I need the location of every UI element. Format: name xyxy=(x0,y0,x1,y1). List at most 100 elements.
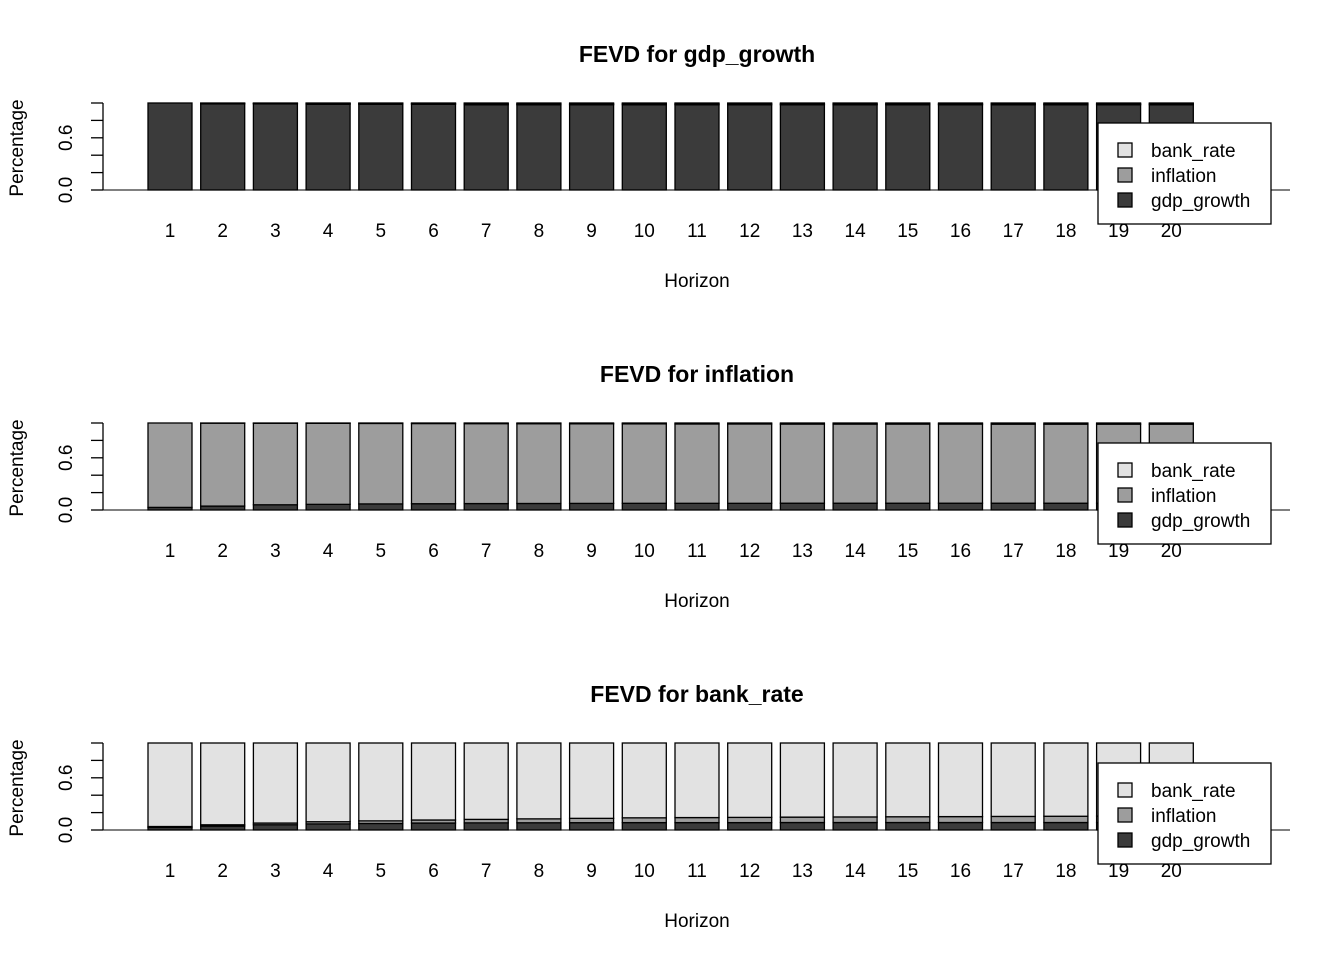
bar-bank_rate-8 xyxy=(516,422,562,425)
bar-gdp_growth-10 xyxy=(621,821,667,831)
bar-gdp_growth-5 xyxy=(358,503,404,511)
bar-inflation-9 xyxy=(568,423,615,505)
bar-bank_rate-5 xyxy=(358,742,404,822)
x-tick-label: 9 xyxy=(586,541,597,562)
y-tick-label: 0.6 xyxy=(56,445,77,471)
x-tick-label: 5 xyxy=(376,221,387,242)
bar-inflation-16 xyxy=(937,815,984,824)
bar-gdp_growth-3 xyxy=(252,824,299,831)
bar-inflation-13 xyxy=(779,423,826,504)
bar-bank_rate-19 xyxy=(1095,102,1142,105)
bar-gdp_growth-6 xyxy=(410,503,457,511)
chart-title: FEVD for gdp_growth xyxy=(579,41,815,67)
x-tick-label: 8 xyxy=(534,861,545,882)
y-axis-label: Percentage xyxy=(7,419,28,516)
y-axis-label: Percentage xyxy=(7,99,28,196)
chart-title: FEVD for inflation xyxy=(600,361,794,387)
bar-bank_rate-11 xyxy=(674,742,720,819)
x-tick-label: 16 xyxy=(950,541,971,562)
legend-swatch-bank_rate xyxy=(1117,782,1133,798)
bar-gdp_growth-12 xyxy=(727,821,773,831)
bar-inflation-7 xyxy=(463,422,509,505)
legend-swatch-inflation xyxy=(1117,487,1133,503)
legend-swatch-gdp_growth xyxy=(1117,192,1133,208)
x-tick-label: 8 xyxy=(534,541,545,562)
x-tick-label: 19 xyxy=(1108,221,1129,242)
x-tick-label: 14 xyxy=(845,541,867,562)
bar-bank_rate-10 xyxy=(621,102,667,105)
bar-bank_rate-15 xyxy=(885,742,931,818)
bar-inflation-1 xyxy=(147,422,193,509)
bar-bank_rate-8 xyxy=(516,742,562,820)
x-tick-label: 5 xyxy=(376,541,387,562)
x-tick-label: 6 xyxy=(428,541,439,562)
bar-bank_rate-14 xyxy=(832,742,878,818)
x-tick-label: 5 xyxy=(376,861,387,882)
bar-bank_rate-9 xyxy=(568,742,615,819)
x-tick-label: 8 xyxy=(534,221,545,242)
bar-gdp_growth-4 xyxy=(305,103,351,191)
bar-bank_rate-13 xyxy=(779,422,826,425)
x-axis-label: Horizon xyxy=(664,911,729,932)
x-tick-label: 17 xyxy=(1003,861,1024,882)
x-tick-label: 15 xyxy=(897,861,918,882)
bar-inflation-12 xyxy=(727,816,773,824)
x-tick-label: 4 xyxy=(323,221,334,242)
bar-gdp_growth-11 xyxy=(674,502,720,511)
x-tick-label: 3 xyxy=(270,541,281,562)
bar-bank_rate-10 xyxy=(621,422,667,425)
bar-gdp_growth-7 xyxy=(463,104,509,191)
bar-bank_rate-8 xyxy=(516,102,562,105)
bar-bank_rate-20 xyxy=(1148,102,1194,105)
bar-inflation-4 xyxy=(305,422,351,505)
bar-gdp_growth-18 xyxy=(1043,502,1089,511)
bar-bank_rate-18 xyxy=(1043,422,1089,425)
bar-bank_rate-17 xyxy=(990,422,1036,425)
bar-gdp_growth-5 xyxy=(358,822,404,831)
x-tick-label: 7 xyxy=(481,861,492,882)
legend: bank_rate inflation gdp_growth xyxy=(1097,762,1272,865)
bar-bank_rate-11 xyxy=(674,422,720,425)
bar-gdp_growth-11 xyxy=(674,104,720,191)
bar-gdp_growth-13 xyxy=(779,821,826,831)
bar-gdp_growth-17 xyxy=(990,104,1036,191)
bar-gdp_growth-7 xyxy=(463,502,509,511)
bar-gdp_growth-9 xyxy=(568,502,615,511)
legend: bank_rate inflation gdp_growth xyxy=(1097,442,1272,545)
x-tick-label: 13 xyxy=(792,541,813,562)
x-tick-label: 17 xyxy=(1003,221,1024,242)
x-tick-label: 2 xyxy=(217,221,228,242)
bar-gdp_growth-18 xyxy=(1043,104,1089,191)
legend-label-bank_rate: bank_rate xyxy=(1151,141,1236,162)
bar-bank_rate-20 xyxy=(1148,422,1194,425)
x-tick-label: 20 xyxy=(1161,861,1182,882)
x-tick-label: 18 xyxy=(1055,541,1076,562)
legend: bank_rate inflation gdp_growth xyxy=(1097,122,1272,225)
bar-gdp_growth-13 xyxy=(779,502,826,511)
bar-gdp_growth-13 xyxy=(779,104,826,191)
x-tick-label: 1 xyxy=(165,861,176,882)
bar-bank_rate-10 xyxy=(621,742,667,819)
x-tick-label: 18 xyxy=(1055,861,1076,882)
x-tick-label: 9 xyxy=(586,221,597,242)
bar-gdp_growth-14 xyxy=(832,502,878,511)
bar-bank_rate-7 xyxy=(463,422,509,425)
bar-gdp_growth-6 xyxy=(410,103,457,191)
bar-bank_rate-12 xyxy=(727,742,773,819)
bar-gdp_growth-10 xyxy=(621,104,667,191)
bar-gdp_growth-5 xyxy=(358,103,404,191)
legend-label-inflation: inflation xyxy=(1151,166,1217,187)
bar-inflation-8 xyxy=(516,423,562,505)
x-tick-label: 13 xyxy=(792,221,813,242)
bar-gdp_growth-8 xyxy=(516,502,562,511)
x-tick-label: 1 xyxy=(165,541,176,562)
bar-gdp_growth-14 xyxy=(832,821,878,831)
bar-inflation-2 xyxy=(200,422,246,507)
bar-inflation-9 xyxy=(568,817,615,824)
bar-bank_rate-6 xyxy=(410,742,457,821)
bar-gdp_growth-17 xyxy=(990,502,1036,511)
bar-bank_rate-14 xyxy=(832,102,878,105)
bar-inflation-11 xyxy=(674,423,720,504)
